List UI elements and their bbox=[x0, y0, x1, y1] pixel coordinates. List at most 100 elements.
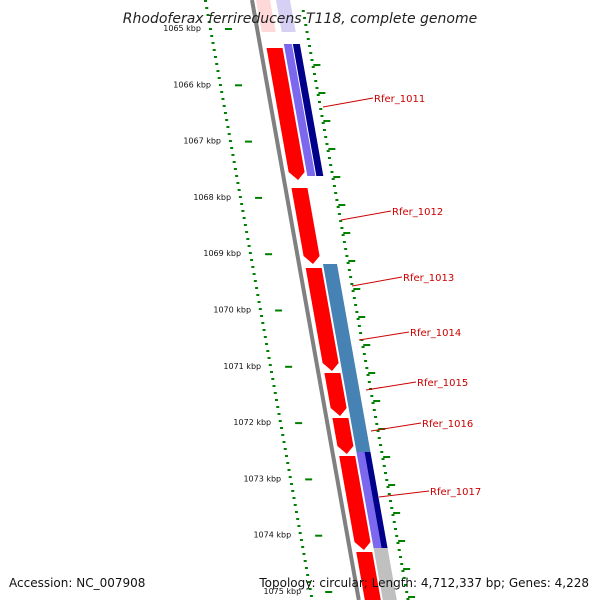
ruler-major-tick bbox=[315, 534, 323, 537]
ruler-dot bbox=[262, 329, 266, 331]
ruler-major-tick bbox=[245, 140, 253, 143]
ruler-dot bbox=[260, 315, 264, 317]
kbp-label: 1071 kbp bbox=[223, 362, 261, 371]
outer-ruler-dot bbox=[301, 10, 305, 12]
ruler-ticks bbox=[204, 0, 313, 597]
accession-text: Accession: NC_007908 bbox=[9, 576, 145, 590]
ruler-dot bbox=[275, 399, 279, 401]
outer-ruler-dot bbox=[398, 556, 402, 558]
ruler-dot bbox=[286, 462, 290, 464]
ruler-dot bbox=[216, 70, 220, 72]
genome-summary-text: Topology: circular; Length: 4,712,337 bp… bbox=[258, 576, 589, 590]
feature-track bbox=[256, 0, 397, 600]
ruler-dot bbox=[225, 119, 229, 121]
outer-ruler-major-tick bbox=[358, 316, 366, 318]
outer-ruler-dot bbox=[364, 360, 368, 362]
gene-label[interactable]: Rfer_1012 bbox=[392, 207, 443, 218]
outer-ruler-dot bbox=[320, 115, 324, 117]
outer-ruler-dot bbox=[319, 108, 323, 110]
outer-ruler-major-tick bbox=[343, 232, 351, 234]
outer-ruler-dot bbox=[345, 255, 349, 257]
cds-feature bbox=[305, 268, 339, 371]
ruler-dot bbox=[205, 7, 209, 9]
outer-ruler-dot bbox=[366, 374, 370, 376]
outer-ruler-dot bbox=[405, 591, 409, 593]
ruler-dot bbox=[303, 560, 307, 562]
outer-ruler-dot bbox=[332, 185, 336, 187]
ruler-dot bbox=[238, 196, 242, 198]
outer-ruler-dot bbox=[312, 73, 316, 75]
outer-ruler-dot bbox=[336, 206, 340, 208]
outer-ruler-dot bbox=[317, 101, 321, 103]
ruler-dot bbox=[257, 301, 261, 303]
ruler-dot bbox=[252, 273, 256, 275]
ruler-dot bbox=[247, 245, 251, 247]
outer-ruler-major-tick bbox=[373, 400, 381, 402]
outer-ruler-dot bbox=[321, 122, 325, 124]
ruler-dot bbox=[287, 469, 291, 471]
ruler-dot bbox=[308, 588, 312, 590]
outer-ruler-dot bbox=[397, 549, 401, 551]
kbp-label: 1067 kbp bbox=[183, 137, 221, 146]
outer-ruler-dot bbox=[351, 290, 355, 292]
ruler-dot bbox=[261, 322, 265, 324]
gene-label[interactable]: Rfer_1014 bbox=[410, 328, 461, 339]
ruler-dot bbox=[294, 511, 298, 513]
ruler-dot bbox=[217, 77, 221, 79]
outer-ruler-dot bbox=[337, 213, 341, 215]
ruler-dot bbox=[226, 126, 230, 128]
outer-ruler-dot bbox=[303, 17, 307, 19]
gene-label-leader bbox=[358, 331, 410, 341]
outer-ruler-dot bbox=[396, 542, 400, 544]
ruler-dot bbox=[302, 553, 306, 555]
ruler-dot bbox=[299, 539, 303, 541]
ruler-dot bbox=[255, 287, 259, 289]
ruler-dot bbox=[246, 238, 250, 240]
outer-ruler-dot bbox=[330, 171, 334, 173]
outer-ruler-dot bbox=[386, 486, 390, 488]
blue-feature bbox=[292, 44, 324, 176]
ruler-dot bbox=[240, 203, 244, 205]
gene-label[interactable]: Rfer_1015 bbox=[417, 378, 468, 389]
ruler-dot bbox=[283, 448, 287, 450]
ruler-dot bbox=[221, 98, 225, 100]
outer-ruler-dot bbox=[370, 395, 374, 397]
outer-ruler-dot bbox=[357, 325, 361, 327]
outer-ruler-dot bbox=[380, 451, 384, 453]
ruler-dot bbox=[251, 266, 255, 268]
ruler-dot bbox=[271, 378, 275, 380]
ruler-major-tick bbox=[275, 309, 283, 312]
outer-ruler-dot bbox=[390, 507, 394, 509]
ruler-dot bbox=[204, 0, 207, 2]
ruler-dot bbox=[263, 336, 267, 338]
outer-ruler-major-tick bbox=[313, 64, 321, 66]
gene-label[interactable]: Rfer_1013 bbox=[403, 273, 454, 284]
outer-ruler-dot bbox=[331, 178, 335, 180]
gene-label[interactable]: Rfer_1017 bbox=[430, 487, 481, 498]
ruler-dot bbox=[284, 455, 288, 457]
gene-label[interactable]: Rfer_1016 bbox=[422, 419, 473, 430]
ruler-dot bbox=[231, 154, 235, 156]
ruler-dot bbox=[265, 343, 269, 345]
steelblue-feature bbox=[322, 264, 371, 452]
outer-ruler-dot bbox=[340, 227, 344, 229]
kbp-label: 1065 kbp bbox=[163, 24, 201, 33]
kbp-label: 1072 kbp bbox=[233, 418, 271, 427]
gene-label[interactable]: Rfer_1011 bbox=[374, 94, 425, 105]
map-title: Rhodoferax ferrireducens T118, complete … bbox=[123, 11, 477, 27]
outer-ruler-dot bbox=[311, 66, 315, 68]
outer-ruler-dot bbox=[324, 136, 328, 138]
outer-ruler-dot bbox=[314, 80, 318, 82]
ruler-dot bbox=[288, 476, 292, 478]
outer-ruler-dot bbox=[382, 465, 386, 467]
cds-feature bbox=[339, 456, 371, 550]
outer-ruler-dot bbox=[309, 52, 313, 54]
ruler-dot bbox=[207, 21, 211, 23]
outer-ruler-dot bbox=[304, 24, 308, 26]
outer-ruler-major-tick bbox=[403, 568, 411, 570]
outer-ruler-dot bbox=[326, 150, 330, 152]
outer-ruler-major-tick bbox=[323, 120, 331, 122]
outer-ruler-dot bbox=[389, 500, 392, 502]
outer-ruler-dot bbox=[346, 262, 350, 264]
ruler-dot bbox=[301, 546, 305, 548]
